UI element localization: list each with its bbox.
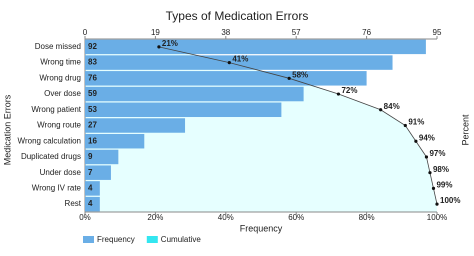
cumulative-label: 21% — [162, 39, 178, 48]
cumulative-point — [157, 45, 161, 49]
x-tick-label: 95 — [433, 28, 442, 37]
cumulative-point — [336, 92, 341, 96]
bar-value-label: 4 — [88, 199, 93, 208]
bar-value-label: 9 — [88, 152, 93, 161]
y-tick-label: Under dose — [40, 168, 82, 177]
cumulative-label: 94% — [419, 133, 435, 142]
bar-value-label: 16 — [88, 136, 97, 145]
x-tick-label: 19 — [151, 28, 160, 37]
x-tick-label: 0 — [83, 28, 88, 37]
y-tick-label: Duplicated drugs — [21, 152, 81, 161]
y-tick-label: Wrong drug — [39, 73, 81, 82]
y-tick-label: Wrong time — [40, 58, 81, 67]
y-tick-label: Wrong route — [37, 121, 81, 130]
y-axis-title: Medication Errors — [2, 94, 12, 165]
bar — [85, 149, 119, 165]
y-tick-label: Wrong calculation — [18, 136, 81, 145]
bar — [85, 71, 367, 86]
cumulative-label: 41% — [232, 55, 248, 64]
cumulative-point — [435, 202, 439, 206]
bar-value-label: 53 — [88, 105, 97, 114]
bar-value-label: 83 — [88, 58, 97, 67]
x2-tick-label: 80% — [359, 213, 375, 222]
legend-label: Cumulative — [161, 235, 202, 244]
y-tick-label: Wrong IV rate — [32, 184, 82, 193]
x-tick-label: 57 — [292, 28, 301, 37]
cumulative-label: 84% — [384, 102, 400, 111]
cumulative-point — [403, 123, 407, 128]
cumulative-point — [227, 60, 231, 65]
bar — [85, 86, 304, 102]
bar — [85, 39, 426, 55]
bar — [85, 118, 186, 133]
legend-swatch — [146, 236, 158, 243]
cumulative-point — [379, 108, 383, 112]
cumulative-label: 58% — [292, 70, 308, 79]
bar — [85, 181, 100, 196]
bar — [85, 133, 145, 149]
cumulative-point — [287, 76, 291, 80]
x-tick-label: 76 — [362, 28, 371, 37]
bar — [85, 196, 100, 212]
cumulative-label: 91% — [408, 118, 424, 127]
cumulative-point — [414, 139, 418, 143]
x2-tick-label: 20% — [147, 213, 163, 222]
x2-tick-label: 40% — [218, 213, 234, 222]
x-axis-title: Frequency — [240, 223, 283, 233]
x2-tick-label: 100% — [427, 213, 447, 222]
cumulative-label: 97% — [429, 149, 445, 158]
x-tick-label: 38 — [221, 28, 230, 37]
x2-tick-label: 60% — [288, 213, 304, 222]
y-tick-label: Dose missed — [35, 42, 81, 51]
legend-label: Frequency — [97, 235, 135, 244]
bar-value-label: 59 — [88, 89, 97, 98]
bar-value-label: 27 — [88, 121, 97, 130]
cumulative-label: 99% — [436, 181, 452, 190]
cumulative-label: 98% — [433, 165, 449, 174]
chart-title: Types of Medication Errors — [166, 9, 309, 23]
cumulative-point — [431, 186, 436, 191]
y-tick-label: Wrong patient — [31, 105, 81, 114]
legend-swatch — [83, 236, 94, 243]
cumulative-label: 72% — [341, 86, 357, 95]
cumulative-point — [428, 171, 432, 175]
cumulative-label: 100% — [440, 196, 460, 205]
bar-value-label: 76 — [88, 73, 97, 82]
bar — [85, 102, 282, 118]
bar — [85, 55, 393, 70]
bar-value-label: 7 — [88, 168, 93, 177]
bar — [85, 165, 111, 180]
bar-value-label: 4 — [88, 184, 93, 193]
y-tick-label: Rest — [65, 199, 82, 208]
cumulative-point — [424, 155, 429, 159]
bar-value-label: 92 — [88, 42, 97, 51]
y2-axis-title: Percent — [460, 114, 470, 146]
x2-tick-label: 0% — [79, 213, 91, 222]
y-tick-label: Over dose — [44, 89, 81, 98]
